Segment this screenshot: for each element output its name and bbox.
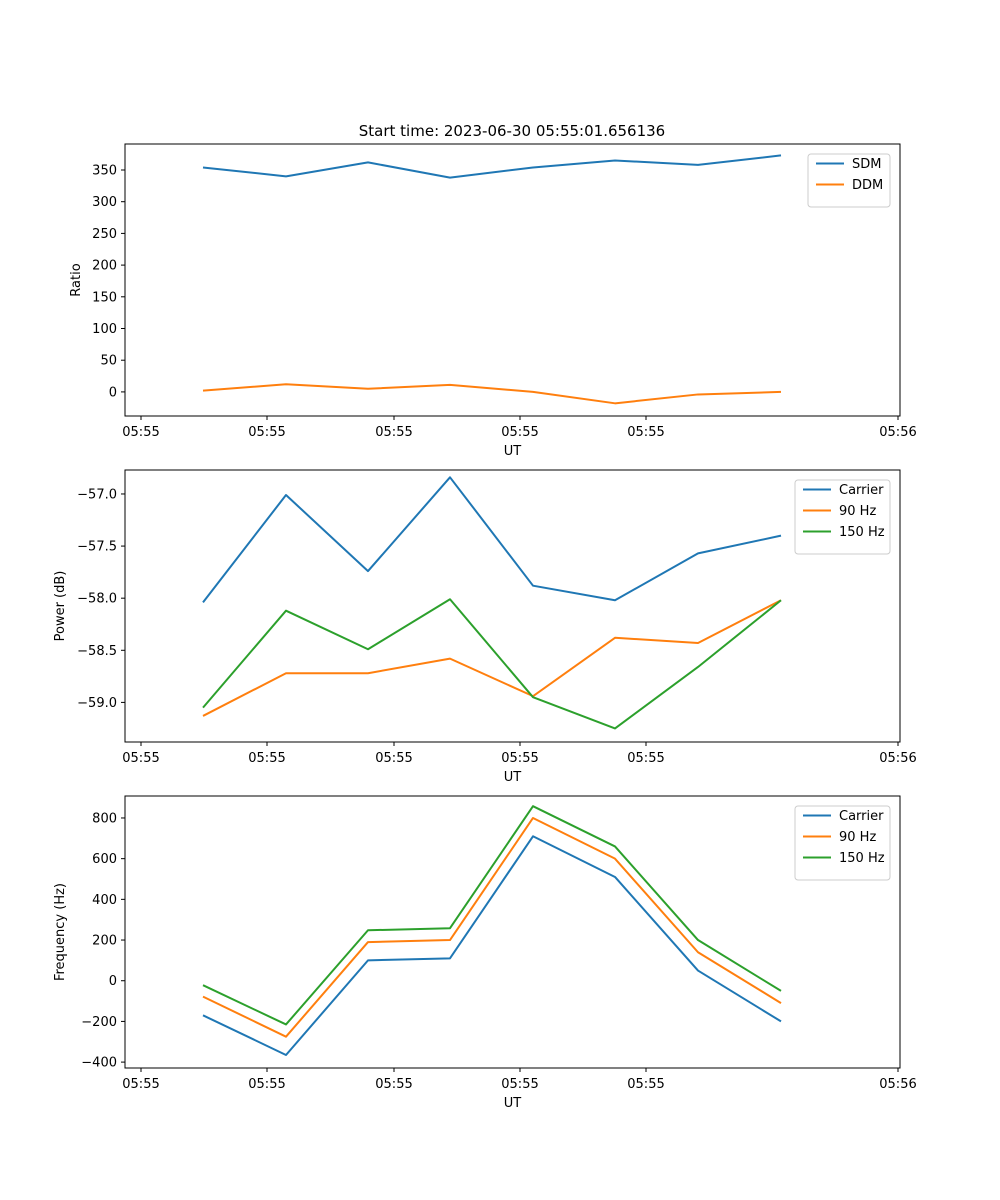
x-tick-label: 05:55	[122, 751, 159, 766]
y-tick-label: 100	[92, 322, 117, 337]
y-tick-label: 200	[92, 259, 117, 274]
series-line-carrier	[202, 835, 782, 1056]
series-line-carrier	[202, 476, 782, 603]
x-tick-label: 05:55	[122, 425, 159, 440]
axes-frame	[124, 795, 901, 1069]
legend-box	[794, 805, 891, 881]
y-tick-label: 250	[92, 227, 117, 242]
y-tick-label: −57.0	[77, 487, 117, 502]
chart-title: Start time: 2023-06-30 05:55:01.656136	[359, 122, 665, 140]
y-tick-label: 200	[92, 934, 117, 949]
series-line-sdm	[202, 154, 782, 179]
series-line-150-hz	[202, 598, 782, 730]
x-tick-label: 05:55	[627, 1077, 664, 1092]
y-tick-label: 50	[100, 354, 117, 369]
legend-entry: Carrier	[839, 809, 884, 824]
y-tick-label: 350	[92, 163, 117, 178]
y-tick-label: 800	[92, 811, 117, 826]
legend-entry: Carrier	[839, 483, 884, 498]
axes-frame	[124, 469, 901, 743]
series-line-90-hz	[202, 816, 782, 1038]
y-tick-label: 0	[109, 385, 117, 400]
subplot-1: 05:55 05:55 05:55 05:55 05:55 05:56 UT 0 50 100 15…	[69, 143, 917, 459]
x-tick-label: 05:55	[122, 1077, 159, 1092]
y-axis-label: Frequency (Hz)	[53, 883, 68, 981]
x-axis-label: UT	[504, 444, 522, 459]
y-tick-label: −57.5	[77, 540, 117, 555]
legend: SDM DDM	[807, 153, 891, 208]
x-tick-label: 05:55	[248, 751, 285, 766]
x-tick-label: 05:56	[879, 425, 916, 440]
y-tick-label: −58.0	[77, 592, 117, 607]
y-tick-label: −59.0	[77, 696, 117, 711]
legend-box	[794, 479, 891, 555]
legend-entry: DDM	[852, 178, 883, 193]
legend-entry: 90 Hz	[839, 504, 876, 519]
x-tick-label: 05:55	[248, 1077, 285, 1092]
legend-entry: SDM	[852, 157, 881, 172]
x-axis-label: UT	[504, 1096, 522, 1111]
subplots: 05:55 05:55 05:55 05:55 05:55 05:56 UT 0 50 100 15…	[53, 143, 917, 1111]
x-tick-label: 05:55	[375, 425, 412, 440]
legend-entry: 150 Hz	[839, 525, 885, 540]
subplot-3: 05:55 05:55 05:55 05:55 05:55 05:56 UT −400 −200…	[53, 795, 917, 1111]
legend: Carrier 90 Hz 150 Hz	[794, 805, 891, 881]
y-tick-label: −58.5	[77, 644, 117, 659]
x-tick-label: 05:55	[501, 1077, 538, 1092]
legend-entry: 90 Hz	[839, 830, 876, 845]
x-tick-label: 05:55	[501, 425, 538, 440]
series-line-ddm	[202, 383, 782, 405]
legend-entry: 150 Hz	[839, 851, 885, 866]
y-tick-label: 150	[92, 290, 117, 305]
legend-box	[807, 153, 891, 208]
x-tick-label: 05:55	[375, 1077, 412, 1092]
series-line-150-hz	[202, 805, 782, 1026]
subplot-2: 05:55 05:55 05:55 05:55 05:55 05:56 UT −59.0 −58…	[53, 469, 917, 785]
x-tick-label: 05:55	[627, 751, 664, 766]
y-axis-label: Power (dB)	[53, 571, 68, 642]
axes-frame	[124, 143, 901, 417]
x-tick-label: 05:56	[879, 751, 916, 766]
x-axis-label: UT	[504, 770, 522, 785]
x-tick-label: 05:56	[879, 1077, 916, 1092]
y-tick-label: −400	[81, 1056, 117, 1071]
x-tick-label: 05:55	[375, 751, 412, 766]
x-tick-label: 05:55	[248, 425, 285, 440]
y-tick-label: −200	[81, 1015, 117, 1030]
y-axis-label: Ratio	[69, 263, 84, 296]
y-tick-label: 300	[92, 195, 117, 210]
y-tick-label: 600	[92, 852, 117, 867]
y-tick-label: 0	[109, 974, 117, 989]
y-tick-label: 400	[92, 893, 117, 908]
x-tick-label: 05:55	[627, 425, 664, 440]
x-tick-label: 05:55	[501, 751, 538, 766]
series-line-90-hz	[202, 599, 782, 717]
legend: Carrier 90 Hz 150 Hz	[794, 479, 891, 555]
